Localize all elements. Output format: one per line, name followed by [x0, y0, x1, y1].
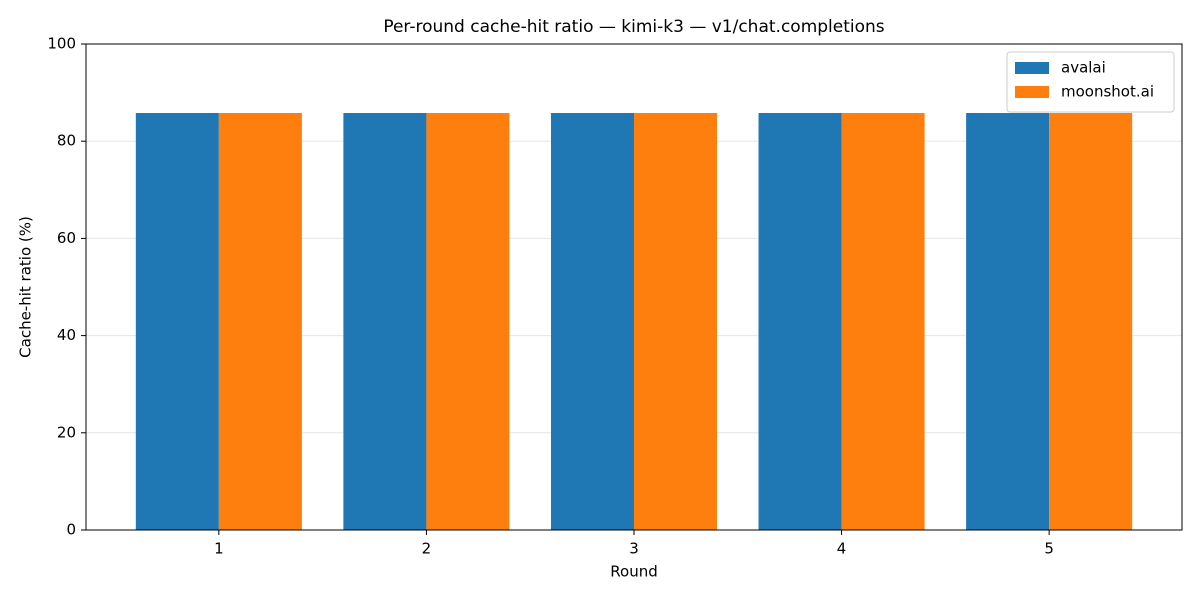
bar: [218, 113, 302, 531]
x-tick-label: 4: [837, 540, 847, 558]
chart-title: Per-round cache-hit ratio — kimi-k3 — v1…: [383, 17, 884, 37]
y-tick-label: 20: [57, 423, 76, 441]
legend-label: avalai: [1061, 59, 1106, 77]
y-tick-label: 40: [57, 326, 76, 344]
x-tick-label: 3: [629, 540, 639, 558]
y-tick-label: 60: [57, 229, 76, 247]
y-axis-label: Cache-hit ratio (%): [17, 216, 35, 358]
plot-frame: [85, 43, 1183, 531]
y-tick-label: 100: [47, 35, 76, 53]
legend-swatch: [1015, 62, 1049, 74]
bar: [343, 113, 427, 531]
bar: [1049, 113, 1133, 531]
legend-label: moonshot.ai: [1061, 83, 1154, 101]
bar: [426, 113, 510, 531]
bar: [758, 113, 842, 531]
bar: [841, 113, 925, 531]
x-tick-label: 2: [422, 540, 432, 558]
legend-swatch: [1015, 86, 1049, 98]
bar: [634, 113, 718, 531]
y-tick-label: 80: [57, 132, 76, 150]
x-tick-label: 1: [214, 540, 224, 558]
y-tick-label: 0: [66, 521, 76, 539]
bar: [135, 113, 219, 531]
x-tick-label: 5: [1044, 540, 1054, 558]
x-axis-label: Round: [610, 563, 657, 581]
bar: [550, 113, 634, 531]
bar: [966, 113, 1050, 531]
